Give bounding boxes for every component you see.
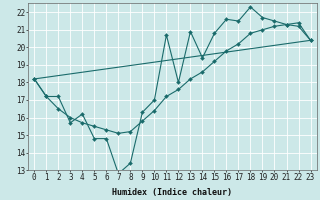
X-axis label: Humidex (Indice chaleur): Humidex (Indice chaleur): [112, 188, 232, 197]
